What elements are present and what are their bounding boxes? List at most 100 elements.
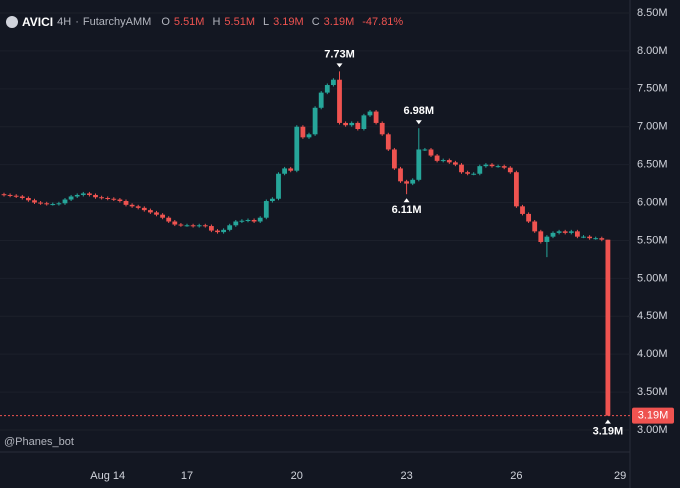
candle-body xyxy=(550,232,556,237)
candle-body xyxy=(26,197,31,201)
candle-body xyxy=(227,225,233,230)
candle-body xyxy=(434,155,440,161)
y-tick-label: 7.00M xyxy=(637,121,668,133)
annotation-marker xyxy=(415,120,422,125)
candle-body xyxy=(32,200,37,203)
candle-body xyxy=(50,204,56,206)
candle-body xyxy=(215,230,220,233)
candle-body xyxy=(129,204,135,207)
ohlc-value: 5.51M xyxy=(224,16,255,28)
ohlc-key: L xyxy=(263,16,270,28)
ohlc-key: C xyxy=(311,16,320,28)
candle-body xyxy=(13,195,19,197)
candle-body xyxy=(257,217,263,222)
candle-body xyxy=(1,194,7,196)
candle-body xyxy=(495,166,501,168)
candle-body xyxy=(373,111,379,123)
candle-body xyxy=(568,231,574,233)
candle-body xyxy=(489,164,495,167)
x-tick-label: 17 xyxy=(181,470,193,482)
candle-body xyxy=(367,111,373,116)
candle-body xyxy=(349,122,355,126)
candle-body xyxy=(306,134,312,138)
last-price-label: 3.19M xyxy=(638,410,669,422)
candle-body xyxy=(87,193,92,195)
candle-body xyxy=(477,166,483,174)
candle-body xyxy=(562,231,568,233)
ohlc-value: 3.19M xyxy=(273,16,304,28)
candle-body xyxy=(501,166,507,168)
candle-body xyxy=(544,236,550,242)
candle-body xyxy=(56,203,62,205)
candle-body xyxy=(355,122,361,130)
interval: 4H xyxy=(57,16,72,28)
candle-body xyxy=(300,126,306,138)
candle-body xyxy=(154,212,159,215)
candle-body xyxy=(245,219,251,221)
annotation-marker xyxy=(604,419,611,424)
candle-body xyxy=(538,231,544,242)
candle-body xyxy=(446,160,452,163)
candle-body xyxy=(593,238,599,240)
candle-body xyxy=(507,167,513,173)
candle-body xyxy=(581,236,586,238)
ohlc-value: 3.19M xyxy=(323,16,355,28)
candle-body xyxy=(575,231,580,237)
change: -47.81% xyxy=(362,16,404,28)
candle-body xyxy=(135,206,141,208)
candle-body xyxy=(141,207,147,211)
candle-body xyxy=(416,149,422,180)
candle-body xyxy=(166,217,172,222)
candle-body xyxy=(196,225,202,227)
candle-body xyxy=(123,201,129,205)
candle-body xyxy=(520,206,525,214)
candle-body xyxy=(398,168,403,182)
candle-body xyxy=(471,173,477,175)
candle-body xyxy=(318,92,324,108)
y-tick-label: 7.50M xyxy=(637,83,668,95)
candle-body xyxy=(343,122,348,126)
candle-body xyxy=(80,193,86,195)
x-tick-label: 20 xyxy=(291,470,303,482)
ohlc-value: 5.51M xyxy=(173,16,205,28)
candle-body xyxy=(7,194,13,196)
symbol: AVICI xyxy=(22,15,54,29)
candle-body xyxy=(68,196,74,200)
annotation-label: 6.11M xyxy=(392,204,422,216)
candle-body xyxy=(44,203,50,205)
watermark: @Phanes_bot xyxy=(4,436,74,448)
candle-body xyxy=(532,221,538,232)
candle-body xyxy=(233,221,239,226)
candle-body xyxy=(312,107,318,135)
x-tick-label: 29 xyxy=(614,470,626,482)
candle-body xyxy=(410,179,416,184)
candle-body xyxy=(38,202,43,204)
candle-body xyxy=(99,197,104,199)
y-tick-label: 8.50M xyxy=(637,7,668,19)
annotation-marker xyxy=(336,63,343,68)
ohlc-key: O xyxy=(161,16,170,28)
candle-body xyxy=(556,231,562,233)
candle-body xyxy=(209,226,214,231)
y-tick-label: 6.00M xyxy=(637,196,668,208)
y-tick-label: 4.00M xyxy=(637,348,668,360)
candle-body xyxy=(324,85,330,93)
candle-body xyxy=(282,168,287,174)
source: FutarchyAMM xyxy=(82,16,152,28)
candle-body xyxy=(105,197,111,199)
candle-body xyxy=(392,149,397,169)
candle-body xyxy=(239,220,245,222)
candle-body xyxy=(379,122,385,135)
annotation-marker xyxy=(403,198,410,203)
candle-body xyxy=(465,172,470,174)
legend-header: AVICI 4H · FutarchyAMM O 5.51M H 5.51M L 3.19… xyxy=(0,12,403,32)
candle-body xyxy=(453,162,458,165)
y-tick-label: 6.50M xyxy=(637,159,668,171)
candle-body xyxy=(221,229,226,233)
y-tick-label: 5.50M xyxy=(637,234,668,246)
x-tick-label: 26 xyxy=(510,470,522,482)
last-price-box xyxy=(632,407,674,424)
candle-body xyxy=(337,79,342,123)
